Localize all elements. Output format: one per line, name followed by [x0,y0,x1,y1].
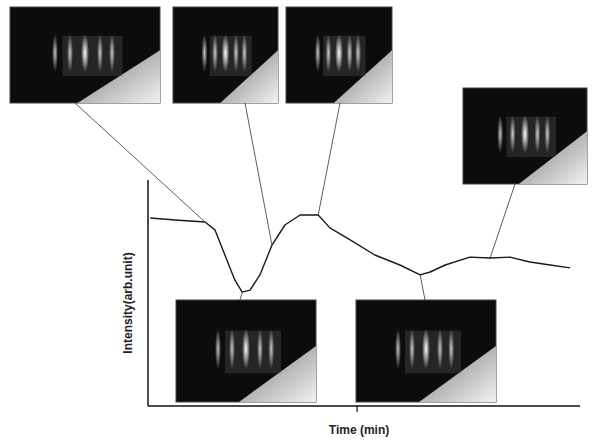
leader-line [240,292,242,300]
leader-line [75,103,205,222]
rheed-inset [10,7,160,103]
x-axis [148,405,580,407]
x-tick [356,406,357,412]
rheed-inset [356,300,496,402]
y-axis [147,180,149,406]
x-axis-title: Time (min) [329,423,389,437]
intensity-line [150,215,570,292]
rheed-inset [176,300,316,402]
leader-line [420,275,425,300]
rheed-inset [173,7,278,103]
plot-area [150,215,570,292]
y-axis-title: Intensity(arb.unit) [121,252,135,353]
rheed-inset [463,88,587,184]
leader-line [245,103,272,245]
leader-line [490,184,515,258]
leader-line [318,103,340,215]
chart: Intensity(arb.unit) Time (min) [0,0,602,446]
rheed-inset [286,7,392,103]
